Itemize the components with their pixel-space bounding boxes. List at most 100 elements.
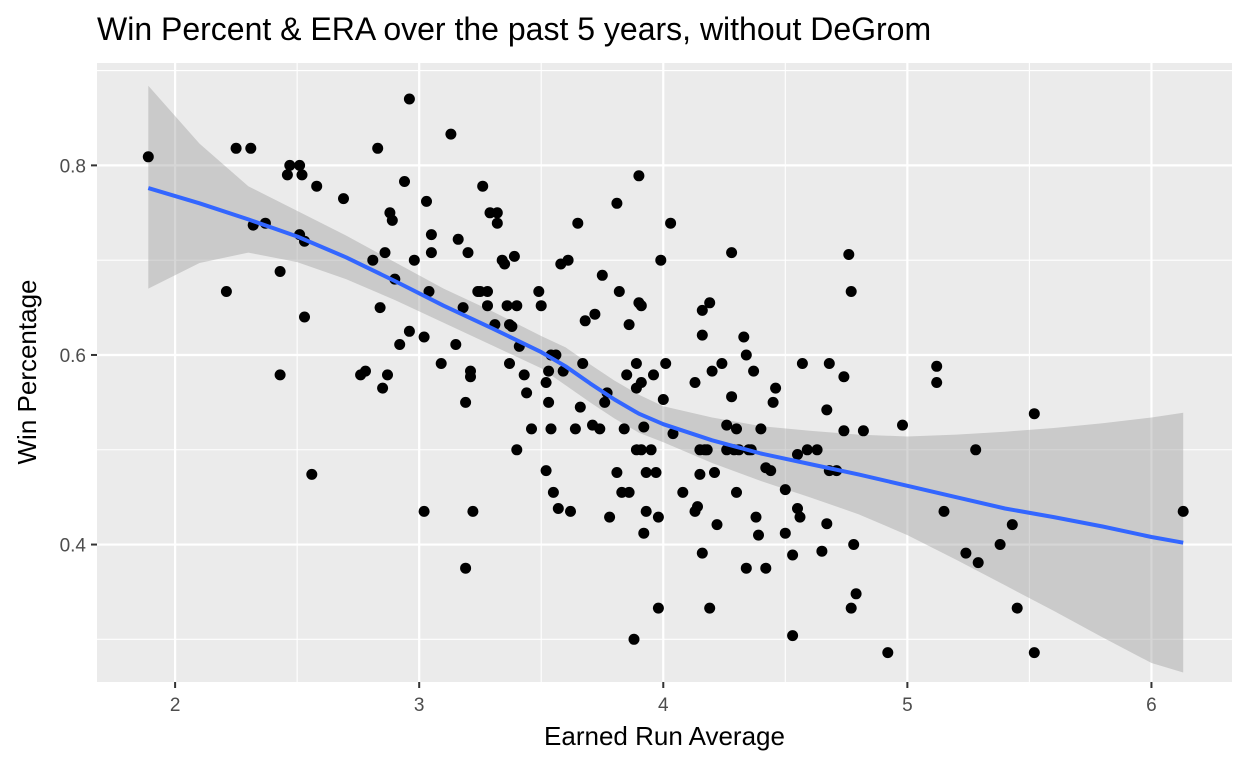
data-point bbox=[418, 505, 430, 517]
data-point bbox=[220, 286, 232, 297]
data-point bbox=[696, 304, 708, 316]
data-point bbox=[753, 529, 764, 541]
data-point bbox=[274, 369, 286, 381]
data-point bbox=[787, 630, 799, 642]
data-point bbox=[569, 423, 581, 435]
data-points bbox=[142, 93, 1189, 659]
data-point bbox=[613, 286, 625, 297]
data-point bbox=[501, 300, 513, 312]
data-point bbox=[589, 308, 601, 320]
trend-line bbox=[147, 186, 1184, 545]
data-point bbox=[518, 369, 530, 381]
data-point bbox=[311, 180, 323, 192]
data-point bbox=[845, 286, 857, 297]
data-point bbox=[547, 486, 559, 498]
data-point bbox=[367, 254, 379, 266]
data-point bbox=[994, 539, 1006, 550]
data-point bbox=[540, 465, 552, 477]
data-point bbox=[562, 254, 574, 266]
data-point bbox=[665, 217, 677, 229]
data-point bbox=[499, 258, 511, 270]
data-point bbox=[721, 419, 733, 431]
x-tick-label: 5 bbox=[902, 695, 913, 716]
data-point bbox=[281, 169, 293, 181]
data-point bbox=[640, 467, 652, 478]
x-axis-title: Earned Run Average bbox=[544, 721, 785, 751]
data-point bbox=[792, 503, 803, 514]
data-point bbox=[648, 369, 659, 381]
data-point bbox=[452, 233, 464, 245]
data-point bbox=[577, 358, 589, 369]
data-point bbox=[435, 358, 447, 369]
data-point bbox=[1177, 505, 1189, 517]
data-point bbox=[667, 428, 679, 440]
data-point bbox=[801, 444, 813, 456]
data-point bbox=[299, 311, 310, 323]
x-tick-label: 6 bbox=[1146, 695, 1157, 716]
data-point bbox=[394, 339, 406, 350]
data-point bbox=[621, 369, 633, 381]
data-point bbox=[635, 300, 647, 312]
data-point bbox=[821, 404, 833, 416]
data-point bbox=[1028, 647, 1040, 659]
data-point bbox=[482, 300, 493, 312]
y-tick-label: 0.8 bbox=[60, 156, 86, 177]
data-point bbox=[386, 214, 398, 226]
data-point bbox=[638, 527, 650, 539]
data-point bbox=[660, 358, 672, 369]
data-point bbox=[543, 365, 555, 377]
data-point bbox=[460, 562, 472, 574]
data-point bbox=[403, 93, 415, 105]
data-point bbox=[408, 254, 420, 266]
data-point bbox=[704, 297, 716, 309]
data-point bbox=[504, 358, 515, 369]
data-point bbox=[338, 193, 349, 205]
data-point bbox=[511, 300, 523, 312]
x-tick-label: 2 bbox=[170, 695, 181, 716]
data-point bbox=[748, 365, 760, 377]
data-point bbox=[857, 425, 869, 437]
data-point bbox=[579, 315, 591, 327]
data-point bbox=[423, 286, 435, 297]
data-point bbox=[750, 511, 762, 523]
data-point bbox=[740, 562, 752, 574]
data-point bbox=[838, 371, 850, 383]
data-point bbox=[740, 349, 752, 361]
data-point bbox=[787, 549, 799, 561]
data-point bbox=[692, 501, 703, 513]
data-point bbox=[704, 602, 716, 614]
data-point bbox=[296, 169, 308, 181]
data-point bbox=[482, 286, 493, 297]
data-point bbox=[650, 467, 662, 478]
data-point bbox=[425, 247, 437, 259]
data-point bbox=[284, 159, 296, 171]
data-point bbox=[770, 382, 782, 394]
data-point bbox=[594, 423, 606, 435]
data-point bbox=[611, 197, 623, 209]
data-point bbox=[379, 247, 391, 259]
data-point bbox=[418, 331, 430, 343]
data-point bbox=[726, 247, 738, 259]
data-point bbox=[816, 545, 828, 557]
data-point bbox=[508, 250, 520, 262]
data-point bbox=[938, 505, 950, 517]
data-point bbox=[779, 527, 791, 539]
data-point bbox=[931, 360, 943, 372]
data-point bbox=[845, 602, 857, 614]
data-point bbox=[696, 329, 708, 341]
data-point bbox=[823, 358, 835, 369]
data-point bbox=[623, 486, 635, 498]
data-point bbox=[711, 519, 723, 531]
data-point bbox=[960, 547, 972, 559]
data-point bbox=[696, 547, 708, 559]
data-point bbox=[623, 319, 635, 331]
y-axis-ticks: 0.4 0.6 0.8 bbox=[60, 156, 97, 557]
data-point bbox=[457, 302, 469, 314]
data-point bbox=[294, 159, 306, 171]
data-point bbox=[425, 229, 437, 241]
data-point bbox=[535, 300, 547, 312]
y-axis-title: Win Percentage bbox=[12, 280, 42, 465]
data-point bbox=[382, 369, 393, 381]
data-point bbox=[604, 511, 616, 523]
